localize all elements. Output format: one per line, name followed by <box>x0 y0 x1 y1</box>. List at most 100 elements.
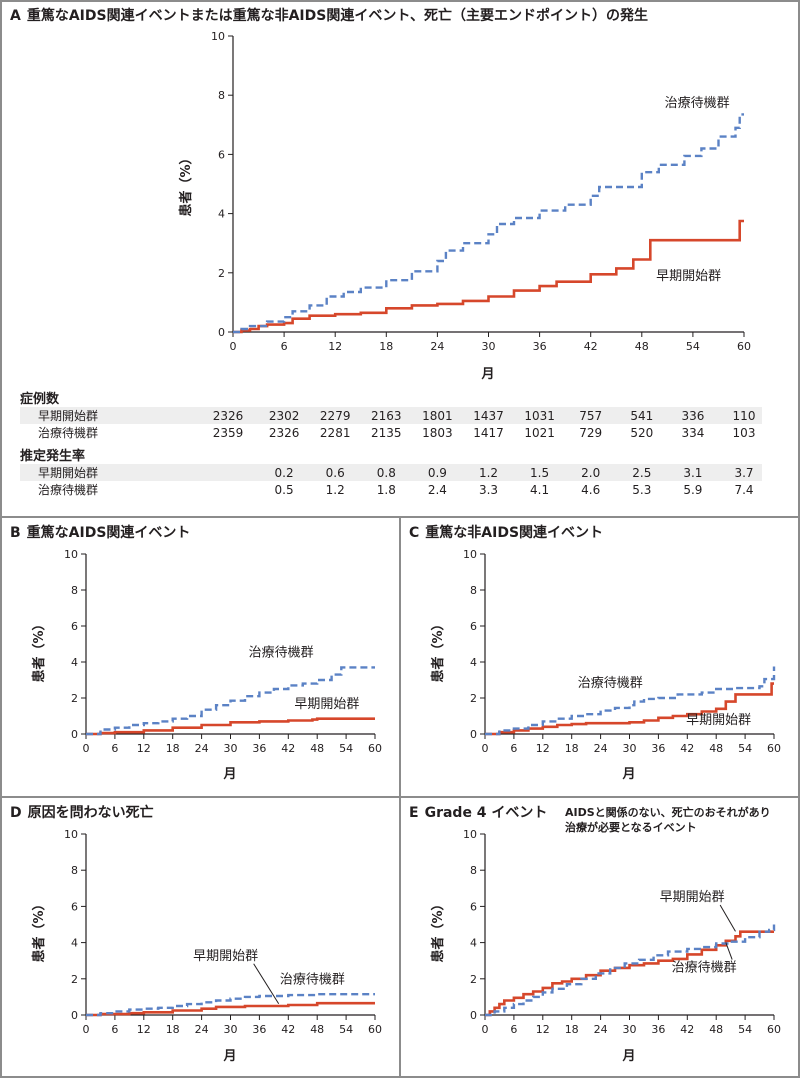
panel-b <box>0 516 401 798</box>
x-axis-label: 月 <box>222 767 236 782</box>
y-tick-label: 8 <box>71 584 78 597</box>
panel-title: A 重篤なAIDS関連イベントまたは重篤な非AIDS関連イベント、死亡（主要エンド… <box>10 7 648 24</box>
series-line-deferred <box>86 993 375 1017</box>
panel-title-text: Grade 4 イベント <box>425 805 548 821</box>
x-tick-label: 42 <box>281 742 295 755</box>
y-tick-label: 0 <box>71 728 78 741</box>
y-tick-label: 8 <box>470 864 477 877</box>
panel-d <box>0 796 401 1078</box>
table-cell: 5.9 <box>683 483 702 497</box>
x-tick-label: 12 <box>536 1023 550 1036</box>
x-tick-label: 18 <box>565 1023 579 1036</box>
panel-title: B 重篤なAIDS関連イベント <box>10 524 190 541</box>
table-cell: 2.0 <box>581 466 600 480</box>
table-cell: 2279 <box>320 409 351 423</box>
y-tick-label: 10 <box>463 828 477 841</box>
x-tick-label: 6 <box>111 1023 118 1036</box>
table-row-label: 早期開始群 <box>38 409 98 423</box>
table-cell: 3.3 <box>479 483 498 497</box>
table-row-shade <box>20 407 762 424</box>
y-tick-label: 2 <box>470 692 477 705</box>
x-tick-label: 42 <box>281 1023 295 1036</box>
y-tick-label: 6 <box>71 900 78 913</box>
table-cell: 2326 <box>269 426 300 440</box>
table-row-label: 早期開始群 <box>38 466 98 480</box>
series-label: 治療待機群 <box>578 676 643 691</box>
y-tick-label: 4 <box>71 656 78 669</box>
x-tick-label: 30 <box>623 1023 637 1036</box>
x-tick-label: 30 <box>623 742 637 755</box>
table-cell: 1.2 <box>479 466 498 480</box>
y-tick-label: 8 <box>218 89 225 102</box>
series-label-pointer <box>719 904 736 932</box>
panel-title: D 原因を問わない死亡 <box>10 804 154 821</box>
y-tick-label: 2 <box>71 692 78 705</box>
panel-letter: A <box>10 8 21 24</box>
y-tick-label: 0 <box>470 1009 477 1022</box>
x-tick-label: 48 <box>310 742 324 755</box>
x-tick-label: 24 <box>195 1023 209 1036</box>
y-tick-label: 2 <box>470 973 477 986</box>
series-label: 治療待機群 <box>280 972 345 987</box>
x-tick-label: 60 <box>767 1023 781 1036</box>
x-tick-label: 42 <box>680 742 694 755</box>
series-line-early <box>485 930 774 1017</box>
series-label: 早期開始群 <box>656 269 721 284</box>
series-label: 早期開始群 <box>294 697 359 712</box>
table-cell: 1801 <box>422 409 453 423</box>
table-cell: 1031 <box>524 409 555 423</box>
series-line-deferred <box>86 666 375 736</box>
panel-letter: C <box>409 525 419 541</box>
table-cell: 729 <box>579 426 602 440</box>
chart-a: A 重篤なAIDS関連イベントまたは重篤な非AIDS関連イベント、死亡（主要エンド… <box>10 7 751 382</box>
x-tick-label: 54 <box>339 742 353 755</box>
y-tick-label: 6 <box>470 900 477 913</box>
x-tick-label: 24 <box>594 742 608 755</box>
y-tick-label: 10 <box>64 548 78 561</box>
y-tick-label: 4 <box>71 937 78 950</box>
panel-title: C 重篤な非AIDS関連イベント <box>409 524 603 541</box>
x-tick-label: 54 <box>738 742 752 755</box>
table-row-shade <box>20 464 762 481</box>
panel-title: E Grade 4 イベント <box>409 805 547 821</box>
table-cell: 1.5 <box>530 466 549 480</box>
x-tick-label: 0 <box>482 1023 489 1036</box>
series-label-pointer <box>725 942 733 960</box>
x-tick-label: 48 <box>709 742 723 755</box>
x-tick-label: 60 <box>767 742 781 755</box>
y-tick-label: 4 <box>218 208 225 221</box>
table-cell: 1803 <box>422 426 453 440</box>
y-tick-label: 0 <box>218 326 225 339</box>
x-tick-label: 12 <box>328 340 342 353</box>
x-tick-label: 48 <box>635 340 649 353</box>
x-axis-label: 月 <box>621 767 635 782</box>
table-cell: 0.8 <box>377 466 396 480</box>
y-tick-label: 4 <box>470 937 477 950</box>
x-tick-label: 12 <box>137 742 151 755</box>
x-tick-label: 6 <box>111 742 118 755</box>
x-axis-label: 月 <box>480 367 494 382</box>
table-cell: 1021 <box>524 426 555 440</box>
series-line-early <box>86 1001 375 1017</box>
x-tick-label: 18 <box>166 742 180 755</box>
series-line-deferred <box>485 924 776 1017</box>
y-tick-label: 10 <box>64 828 78 841</box>
x-tick-label: 54 <box>738 1023 752 1036</box>
x-tick-label: 60 <box>368 742 382 755</box>
y-axis-label: 患者（%） <box>31 617 47 682</box>
table-cell: 4.6 <box>581 483 600 497</box>
y-tick-label: 2 <box>71 973 78 986</box>
x-tick-label: 36 <box>252 742 266 755</box>
panel-title-text: 原因を問わない死亡 <box>28 804 154 821</box>
x-tick-label: 24 <box>195 742 209 755</box>
table-cell: 1417 <box>473 426 504 440</box>
x-axis-label: 月 <box>222 1049 236 1064</box>
x-axis-label: 月 <box>621 1049 635 1064</box>
table-cell: 336 <box>681 409 704 423</box>
series-label: 治療待機群 <box>672 961 737 976</box>
table-cell: 3.1 <box>683 466 702 480</box>
chart-e: E Grade 4 イベント AIDSと関係のない、死亡のおそれがあり治療が必要とな… <box>409 805 781 1064</box>
x-tick-label: 0 <box>230 340 237 353</box>
